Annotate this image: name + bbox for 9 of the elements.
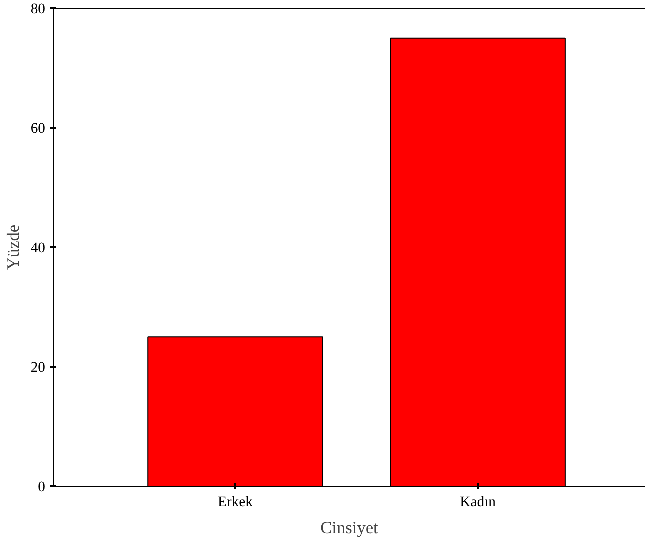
y-tick-label: 80 — [30, 2, 46, 18]
x-tick-label: Kadın — [460, 494, 497, 510]
y-tick-label: 60 — [30, 121, 46, 137]
y-tick-label: 20 — [30, 360, 46, 376]
x-axis-title: Cinsiyet — [320, 518, 379, 538]
y-tick-label: 40 — [30, 240, 46, 256]
y-axis-title: Yüzde — [4, 224, 23, 270]
x-tick-label: Erkek — [218, 494, 254, 510]
y-tick-label: 0 — [38, 480, 46, 496]
